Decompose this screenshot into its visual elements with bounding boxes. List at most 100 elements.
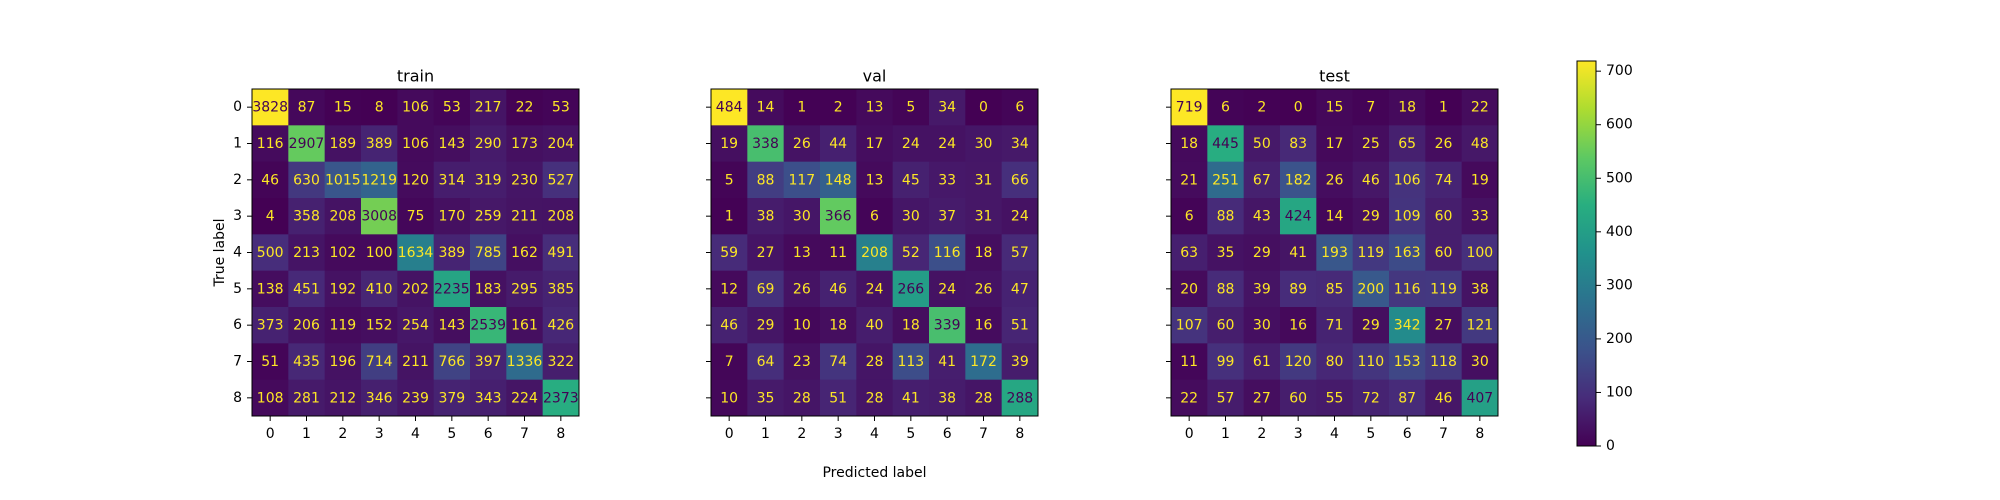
x-tick-label: 8 — [1475, 426, 1484, 442]
cell-value-label: 29 — [757, 318, 775, 334]
heatmap-cell — [1001, 234, 1039, 272]
cell-value-label: 120 — [402, 172, 429, 188]
heatmap-cell — [506, 307, 544, 344]
cell-value-label: 426 — [547, 318, 574, 334]
heatmap-cell — [820, 343, 857, 381]
heatmap-cell — [433, 234, 471, 272]
heatmap-cell — [361, 125, 398, 163]
heatmap-cell — [1316, 89, 1354, 126]
cell-value-label: 38 — [757, 209, 775, 225]
cell-value-label: 61 — [1253, 354, 1271, 370]
cell-value-label: 100 — [1466, 245, 1493, 261]
heatmap-cell — [1280, 198, 1317, 235]
cell-value-label: 2 — [1257, 100, 1266, 116]
heatmap-cell — [470, 343, 507, 381]
cell-value-label: 17 — [1326, 136, 1344, 152]
heatmap-cell — [1280, 234, 1317, 272]
cell-value-label: 88 — [1217, 209, 1235, 225]
cell-value-label: 239 — [402, 390, 429, 406]
heatmap-cell — [1207, 307, 1245, 344]
heatmap-cell — [1461, 307, 1499, 344]
cell-value-label: 117 — [788, 172, 815, 188]
heatmap-cell — [1001, 161, 1039, 199]
cell-value-label: 18 — [1398, 100, 1416, 116]
heatmap-cell — [965, 270, 1003, 308]
cell-value-label: 23 — [793, 354, 811, 370]
cell-value-label: 18 — [1180, 136, 1198, 152]
cell-value-label: 451 — [293, 281, 320, 297]
cell-value-label: 52 — [902, 245, 920, 261]
heatmap-cell — [1001, 307, 1039, 344]
cell-value-label: 57 — [1217, 390, 1235, 406]
heatmap-cell — [892, 307, 930, 344]
cell-value-label: 208 — [861, 245, 888, 261]
heatmap-cell — [1316, 343, 1354, 381]
heatmap-cell — [1425, 379, 1463, 417]
y-tick-label: 0 — [233, 99, 242, 115]
heatmap-cell — [856, 270, 894, 308]
y-tick-label: 6 — [233, 317, 242, 333]
heatmap-cell — [433, 89, 471, 126]
cell-value-label: 322 — [547, 354, 574, 370]
cell-value-label: 295 — [511, 281, 538, 297]
heatmap-cell — [506, 270, 544, 308]
heatmap-cell — [820, 125, 857, 163]
heatmap-cell — [1001, 379, 1039, 417]
heatmap-cell — [711, 198, 748, 235]
heatmap-cell — [1001, 270, 1039, 308]
heatmap-cell — [397, 379, 435, 417]
heatmap-cell — [1425, 161, 1463, 199]
heatmap-cell — [470, 198, 507, 235]
heatmap-cell — [470, 270, 507, 308]
heatmap-cell — [1316, 307, 1354, 344]
heatmap-cell — [1389, 89, 1426, 126]
heatmap-cell — [711, 89, 748, 126]
cell-value-label: 211 — [511, 209, 538, 225]
heatmap-cell — [856, 161, 894, 199]
cell-value-label: 319 — [475, 172, 502, 188]
heatmap-cell — [324, 89, 362, 126]
cell-value-label: 18 — [902, 318, 920, 334]
heatmap-cell — [252, 270, 289, 308]
heatmap-val: 484 14 1 2 13 5 34 0 619 338 26 44 17 24 24 30 345 88 117 1… — [706, 67, 1039, 481]
heatmap-cell — [1352, 125, 1390, 163]
cell-value-label: 46 — [720, 318, 738, 334]
x-tick-label: 3 — [375, 426, 384, 442]
cell-value-label: 208 — [329, 209, 356, 225]
colorbar-tick-label: 200 — [1606, 331, 1633, 347]
cell-value-label: 29 — [1253, 245, 1271, 261]
cell-value-label: 43 — [1253, 209, 1271, 225]
cell-value-label: 19 — [1471, 172, 1489, 188]
heatmap-cell — [470, 234, 507, 272]
x-tick-label: 4 — [411, 426, 420, 442]
heatmap-cell — [506, 343, 544, 381]
heatmap-cell — [470, 307, 507, 344]
heatmap-cell — [288, 125, 326, 163]
heatmap-cell — [397, 198, 435, 235]
heatmap-cell — [397, 161, 435, 199]
heatmap-cell — [361, 307, 398, 344]
cell-value-label: 26 — [1326, 172, 1344, 188]
cell-value-label: 53 — [443, 100, 461, 116]
cell-value-label: 99 — [1217, 354, 1235, 370]
cell-value-label: 69 — [757, 281, 775, 297]
cell-value-label: 19 — [720, 136, 738, 152]
x-tick-label: 3 — [1294, 426, 1303, 442]
cell-value-label: 342 — [1394, 318, 1421, 334]
heatmap-cell — [1352, 379, 1390, 417]
cell-value-label: 44 — [829, 136, 847, 152]
heatmap-cell — [1316, 234, 1354, 272]
cell-value-label: 6 — [1185, 209, 1194, 225]
x-tick-label: 6 — [1403, 426, 1412, 442]
heatmap-cell — [361, 89, 398, 126]
cell-value-label: 2373 — [543, 390, 579, 406]
cell-value-label: 424 — [1285, 209, 1312, 225]
y-tick-label: 4 — [233, 245, 242, 261]
cell-value-label: 5 — [725, 172, 734, 188]
heatmap-cell — [783, 234, 821, 272]
heatmap-cell — [252, 161, 289, 199]
heatmap-cell — [965, 198, 1003, 235]
heatmap-cell — [1207, 379, 1245, 417]
cell-value-label: 72 — [1362, 390, 1380, 406]
